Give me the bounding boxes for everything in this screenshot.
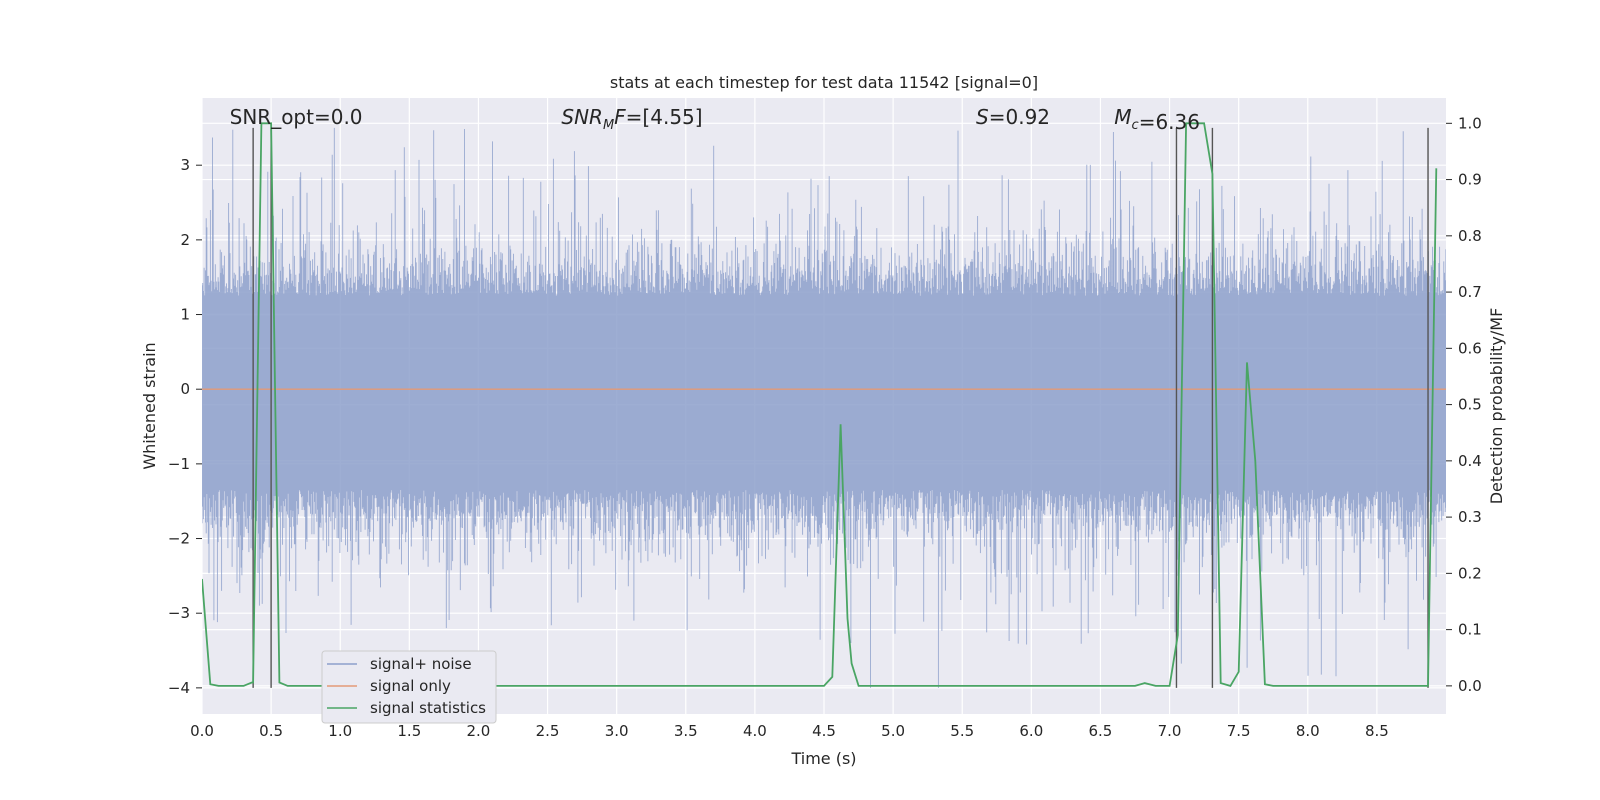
- x-tick-label: 4.5: [812, 722, 836, 740]
- annotation-snr-mf: SNRMF=[4.55]: [561, 105, 702, 133]
- annotation-mc: Mc=6.36: [1114, 105, 1200, 134]
- y-right-tick-label: 0.8: [1458, 227, 1482, 245]
- x-tick-label: 4.0: [743, 722, 767, 740]
- y-right-tick-label: 0.0: [1458, 677, 1482, 695]
- annotation-snr-opt: SNR_opt=0.0: [230, 105, 363, 129]
- x-axis-label: Time (s): [790, 749, 856, 768]
- y-tick-label: 3: [180, 156, 190, 174]
- y-tick-label: −3: [168, 604, 190, 622]
- x-tick-label: 2.0: [467, 722, 491, 740]
- y-axis-ticks-right: 0.0 0.1 0.2 0.3 0.4 0.5 0.6 0.7 0.8 0.9 1.0: [1446, 114, 1482, 695]
- legend: signal+ noise signal only signal statist…: [321, 650, 497, 724]
- x-tick-label: 5.0: [881, 722, 905, 740]
- signal-statistics-line: [202, 122, 1438, 687]
- y-right-tick-label: 0.3: [1458, 508, 1482, 526]
- x-tick-label: 7.0: [1158, 722, 1182, 740]
- y-right-tick-label: 0.7: [1458, 283, 1482, 301]
- y-tick-label: −1: [168, 455, 190, 473]
- x-tick-label: 1.5: [397, 722, 421, 740]
- x-tick-label: 1.0: [328, 722, 352, 740]
- x-tick-label: 6.5: [1089, 722, 1113, 740]
- x-tick-label: 3.0: [605, 722, 629, 740]
- x-tick-label: 8.5: [1365, 722, 1389, 740]
- y-axis-label-left: Whitened strain: [140, 342, 159, 469]
- y-right-tick-label: 1.0: [1458, 114, 1482, 132]
- y-right-tick-label: 0.1: [1458, 621, 1482, 639]
- legend-box: [321, 650, 497, 724]
- y-right-tick-label: 0.6: [1458, 339, 1482, 357]
- y-axis-label-right: Detection probability/MF: [1487, 308, 1506, 505]
- legend-label-signal-statistics: signal statistics: [370, 699, 486, 717]
- x-tick-label: 7.5: [1227, 722, 1251, 740]
- x-tick-label: 0.0: [190, 722, 214, 740]
- x-tick-label: 3.5: [674, 722, 698, 740]
- y-tick-label: −4: [168, 679, 190, 697]
- annotation-s-stat: S=0.92: [976, 105, 1050, 129]
- x-axis-ticks: 0.0 0.5 1.0 1.5 2.0 2.5 3.0 3.5 4.0 4.5 5.0 5.5 6.0 6…: [190, 722, 1389, 740]
- y-right-tick-label: 0.2: [1458, 564, 1482, 582]
- x-tick-label: 5.5: [950, 722, 974, 740]
- chart-title: stats at each timestep for test data 115…: [610, 73, 1038, 92]
- y-tick-label: 0: [180, 380, 190, 398]
- x-tick-label: 2.5: [536, 722, 560, 740]
- annotations: SNR_opt=0.0 SNRMF=[4.55] S=0.92 Mc=6.36: [230, 105, 1200, 134]
- legend-label-signal-only: signal only: [370, 677, 451, 695]
- x-tick-label: 8.0: [1296, 722, 1320, 740]
- y-tick-label: 2: [180, 231, 190, 249]
- y-right-tick-label: 0.5: [1458, 396, 1482, 414]
- y-right-tick-label: 0.9: [1458, 171, 1482, 189]
- x-tick-label: 0.5: [259, 722, 283, 740]
- y-tick-label: −2: [168, 530, 190, 548]
- y-axis-ticks-left: −4 −3 −2 −1 0 1 2 3: [168, 156, 202, 697]
- series-signal-statistics: [202, 122, 1438, 687]
- y-tick-label: 1: [180, 306, 190, 324]
- legend-label-signal-noise: signal+ noise: [370, 655, 472, 673]
- y-right-tick-label: 0.4: [1458, 452, 1482, 470]
- x-tick-label: 6.0: [1019, 722, 1043, 740]
